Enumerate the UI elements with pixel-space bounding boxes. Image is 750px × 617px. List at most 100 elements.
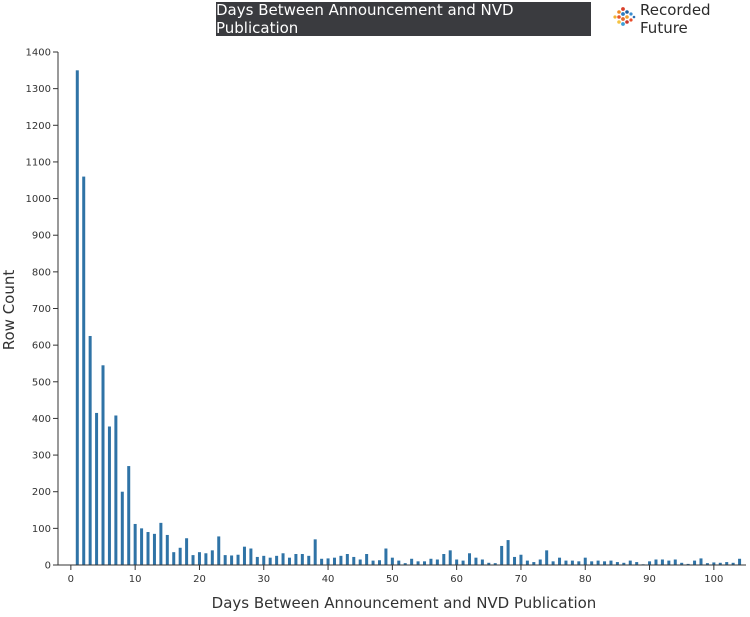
bar bbox=[384, 548, 388, 565]
x-tick-label: 20 bbox=[193, 574, 206, 585]
bar bbox=[545, 550, 549, 565]
y-tick-label: 500 bbox=[32, 377, 51, 388]
y-tick-label: 1300 bbox=[26, 84, 51, 95]
bar bbox=[577, 561, 581, 565]
bar bbox=[287, 557, 291, 565]
bar bbox=[397, 560, 401, 565]
bar bbox=[159, 522, 163, 565]
x-tick-label: 40 bbox=[322, 574, 335, 585]
bar bbox=[628, 560, 632, 565]
bar bbox=[513, 556, 517, 565]
bar bbox=[738, 558, 742, 565]
y-tick-label: 100 bbox=[32, 524, 51, 535]
bar bbox=[538, 559, 542, 565]
bar bbox=[165, 534, 169, 565]
bar bbox=[583, 557, 587, 565]
bar bbox=[191, 555, 195, 565]
bar bbox=[101, 365, 105, 565]
bar bbox=[268, 557, 272, 565]
bar bbox=[377, 560, 381, 565]
bar bbox=[680, 562, 684, 565]
x-tick-label: 10 bbox=[129, 574, 142, 585]
bar bbox=[410, 558, 414, 565]
bar bbox=[185, 538, 189, 565]
bar bbox=[461, 560, 465, 565]
bar bbox=[699, 558, 703, 565]
bar bbox=[551, 561, 555, 565]
y-tick-label: 0 bbox=[45, 561, 51, 572]
bar bbox=[95, 412, 99, 565]
bar bbox=[468, 553, 472, 565]
bar bbox=[371, 560, 375, 565]
y-tick-label: 1000 bbox=[26, 194, 51, 205]
bar bbox=[223, 555, 227, 565]
chart-title: Days Between Announcement and NVD Public… bbox=[216, 1, 591, 37]
bar bbox=[416, 561, 420, 565]
x-tick-label: 30 bbox=[257, 574, 270, 585]
bar bbox=[326, 558, 330, 565]
bar bbox=[448, 550, 452, 565]
bar bbox=[217, 536, 221, 565]
bar bbox=[500, 545, 504, 565]
bar bbox=[320, 558, 324, 565]
y-tick-label: 1400 bbox=[26, 48, 51, 59]
bar bbox=[525, 560, 529, 565]
bar bbox=[339, 555, 343, 565]
bar bbox=[493, 563, 497, 565]
bar bbox=[435, 559, 439, 565]
bar bbox=[429, 558, 433, 565]
x-tick-label: 90 bbox=[643, 574, 656, 585]
bar bbox=[140, 528, 144, 565]
bar bbox=[442, 554, 446, 565]
y-tick-label: 1100 bbox=[26, 157, 51, 168]
bar bbox=[686, 563, 690, 565]
bar bbox=[603, 561, 607, 565]
bar bbox=[294, 554, 298, 565]
y-tick-label: 600 bbox=[32, 341, 51, 352]
bar bbox=[146, 532, 150, 565]
bar bbox=[127, 466, 131, 565]
y-tick-label: 200 bbox=[32, 487, 51, 498]
bar bbox=[210, 550, 214, 565]
bar bbox=[300, 554, 304, 565]
bar bbox=[725, 562, 729, 565]
x-tick-label: 60 bbox=[450, 574, 463, 585]
bar bbox=[622, 562, 626, 565]
x-tick-label: 0 bbox=[68, 574, 74, 585]
bar bbox=[197, 552, 201, 565]
bar bbox=[82, 176, 86, 566]
y-tick-label: 400 bbox=[32, 414, 51, 425]
bar bbox=[609, 560, 613, 565]
x-tick-label: 80 bbox=[579, 574, 592, 585]
bar bbox=[332, 557, 336, 565]
bar bbox=[120, 491, 124, 565]
bar bbox=[249, 548, 253, 565]
bar bbox=[558, 557, 562, 565]
y-tick-label: 800 bbox=[32, 267, 51, 278]
y-axis-label: Row Count bbox=[0, 270, 18, 351]
y-tick-label: 1200 bbox=[26, 121, 51, 132]
bar bbox=[107, 426, 111, 565]
bar bbox=[570, 560, 574, 565]
y-tick-label: 900 bbox=[32, 231, 51, 242]
bar bbox=[718, 562, 722, 565]
bar bbox=[667, 560, 671, 565]
bar bbox=[172, 552, 176, 565]
axes-group: 0100200300400500600700800900100011001200… bbox=[26, 48, 746, 585]
bar bbox=[204, 553, 208, 565]
bar bbox=[423, 561, 427, 565]
bar bbox=[615, 562, 619, 565]
bar bbox=[705, 563, 709, 565]
bar bbox=[590, 561, 594, 565]
bar bbox=[654, 559, 658, 565]
bar bbox=[693, 560, 697, 565]
bar bbox=[474, 557, 478, 565]
bar bbox=[133, 523, 137, 565]
bar bbox=[358, 559, 362, 565]
bar bbox=[75, 70, 79, 566]
bar bbox=[236, 554, 240, 565]
bar bbox=[313, 539, 317, 565]
bar bbox=[307, 555, 311, 565]
bars-group bbox=[75, 70, 742, 566]
